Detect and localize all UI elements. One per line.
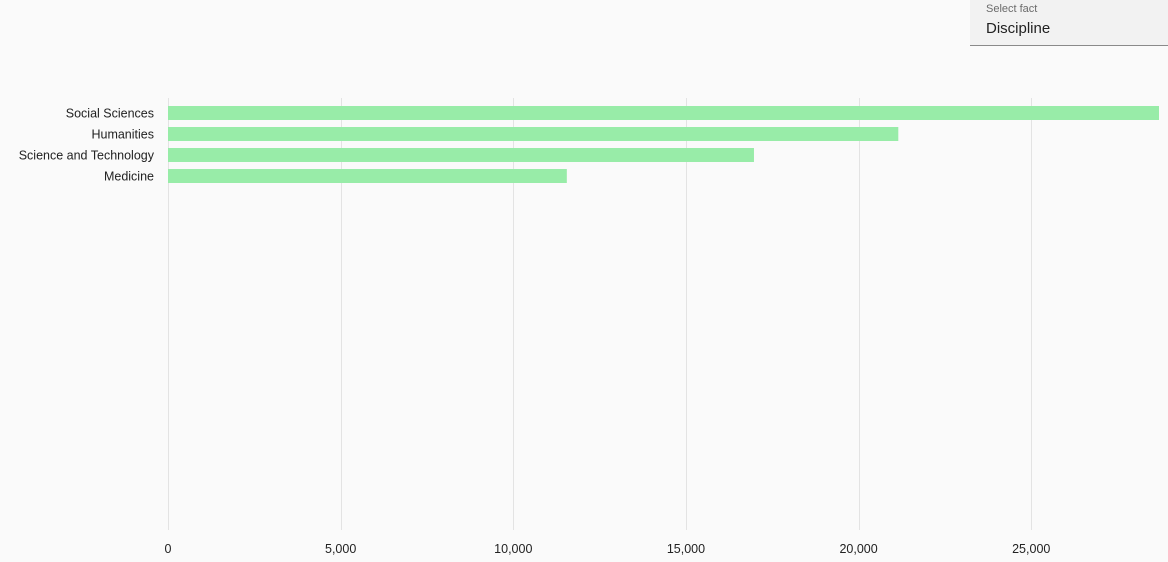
fact-select-value: Discipline [986, 20, 1051, 37]
x-tick-label: 5,000 [325, 542, 356, 556]
x-tick-label: 20,000 [839, 542, 877, 556]
category-label: Humanities [91, 128, 154, 142]
fact-select[interactable]: Select fact Discipline [970, 0, 1168, 46]
bar[interactable] [168, 169, 567, 183]
x-tick-label: 25,000 [1012, 542, 1050, 556]
category-label: Social Sciences [66, 107, 154, 121]
x-tick-label: 0 [165, 542, 172, 556]
bar[interactable] [168, 127, 899, 141]
fact-select-label: Select fact [986, 3, 1038, 15]
bar[interactable] [168, 148, 754, 162]
category-label: Medicine [104, 170, 154, 184]
x-tick-label: 15,000 [667, 542, 705, 556]
bar[interactable] [168, 106, 1159, 120]
x-tick-label: 10,000 [494, 542, 532, 556]
category-label: Science and Technology [19, 149, 155, 163]
